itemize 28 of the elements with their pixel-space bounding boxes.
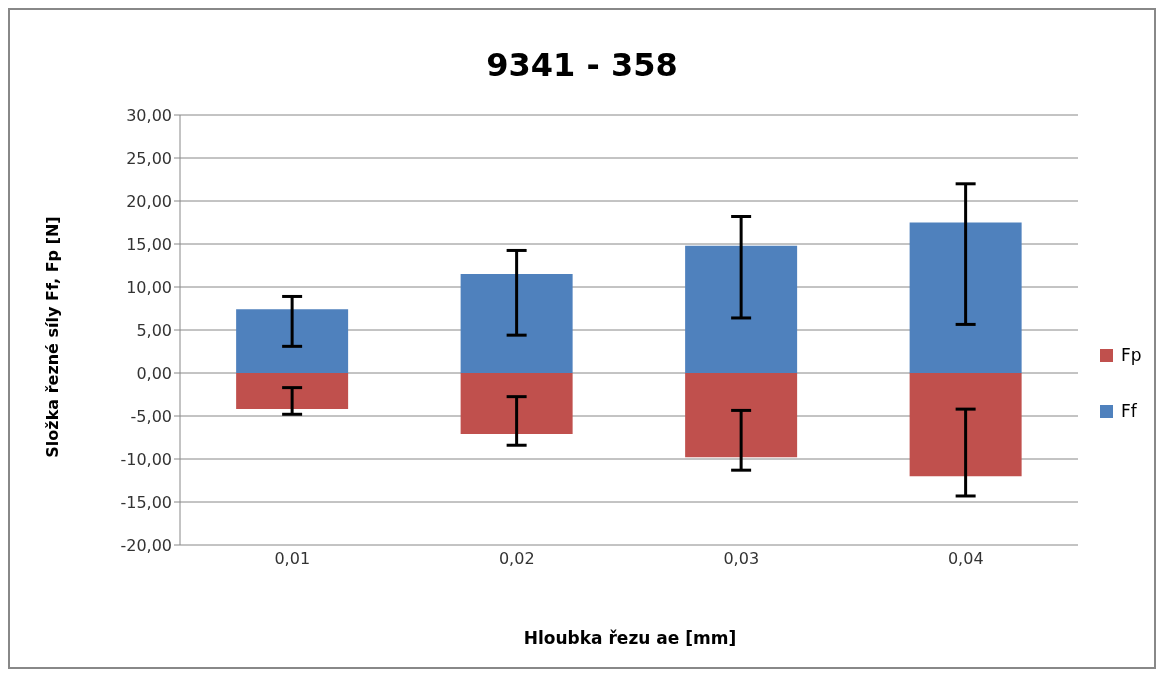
- bar: [236, 309, 349, 373]
- legend-label: Fp: [1121, 345, 1142, 365]
- y-tick-label: 25,00: [126, 148, 172, 168]
- y-tick-label: 20,00: [126, 191, 172, 211]
- y-tick-label: 30,00: [126, 105, 172, 125]
- x-tick-label: 0,04: [947, 549, 984, 569]
- bar: [909, 373, 1022, 477]
- chart-title: 9341 - 358: [485, 46, 679, 84]
- y-tick-label: 5,00: [136, 320, 172, 340]
- y-tick-label: -20,00: [120, 535, 172, 555]
- x-axis-title: Hloubka řezu ae [mm]: [522, 628, 738, 648]
- x-tick-label: 0,02: [498, 549, 535, 569]
- y-tick-label: 0,00: [136, 363, 172, 383]
- y-tick-label: -10,00: [120, 449, 172, 469]
- bar: [685, 373, 798, 458]
- bar: [909, 222, 1022, 373]
- x-tick-label: 0,03: [723, 549, 760, 569]
- bar: [460, 373, 573, 435]
- bar: [460, 274, 573, 373]
- y-axis-title: Složka řezné síly Ff, Fp [N]: [42, 216, 62, 458]
- y-tick-label: 10,00: [126, 277, 172, 297]
- y-tick-label: 15,00: [126, 234, 172, 254]
- y-tick-label: -15,00: [120, 492, 172, 512]
- bar: [685, 245, 798, 373]
- bar: [236, 373, 349, 410]
- legend-label: Ff: [1121, 401, 1137, 421]
- x-tick-label: 0,01: [274, 549, 311, 569]
- y-tick-label: -5,00: [130, 406, 172, 426]
